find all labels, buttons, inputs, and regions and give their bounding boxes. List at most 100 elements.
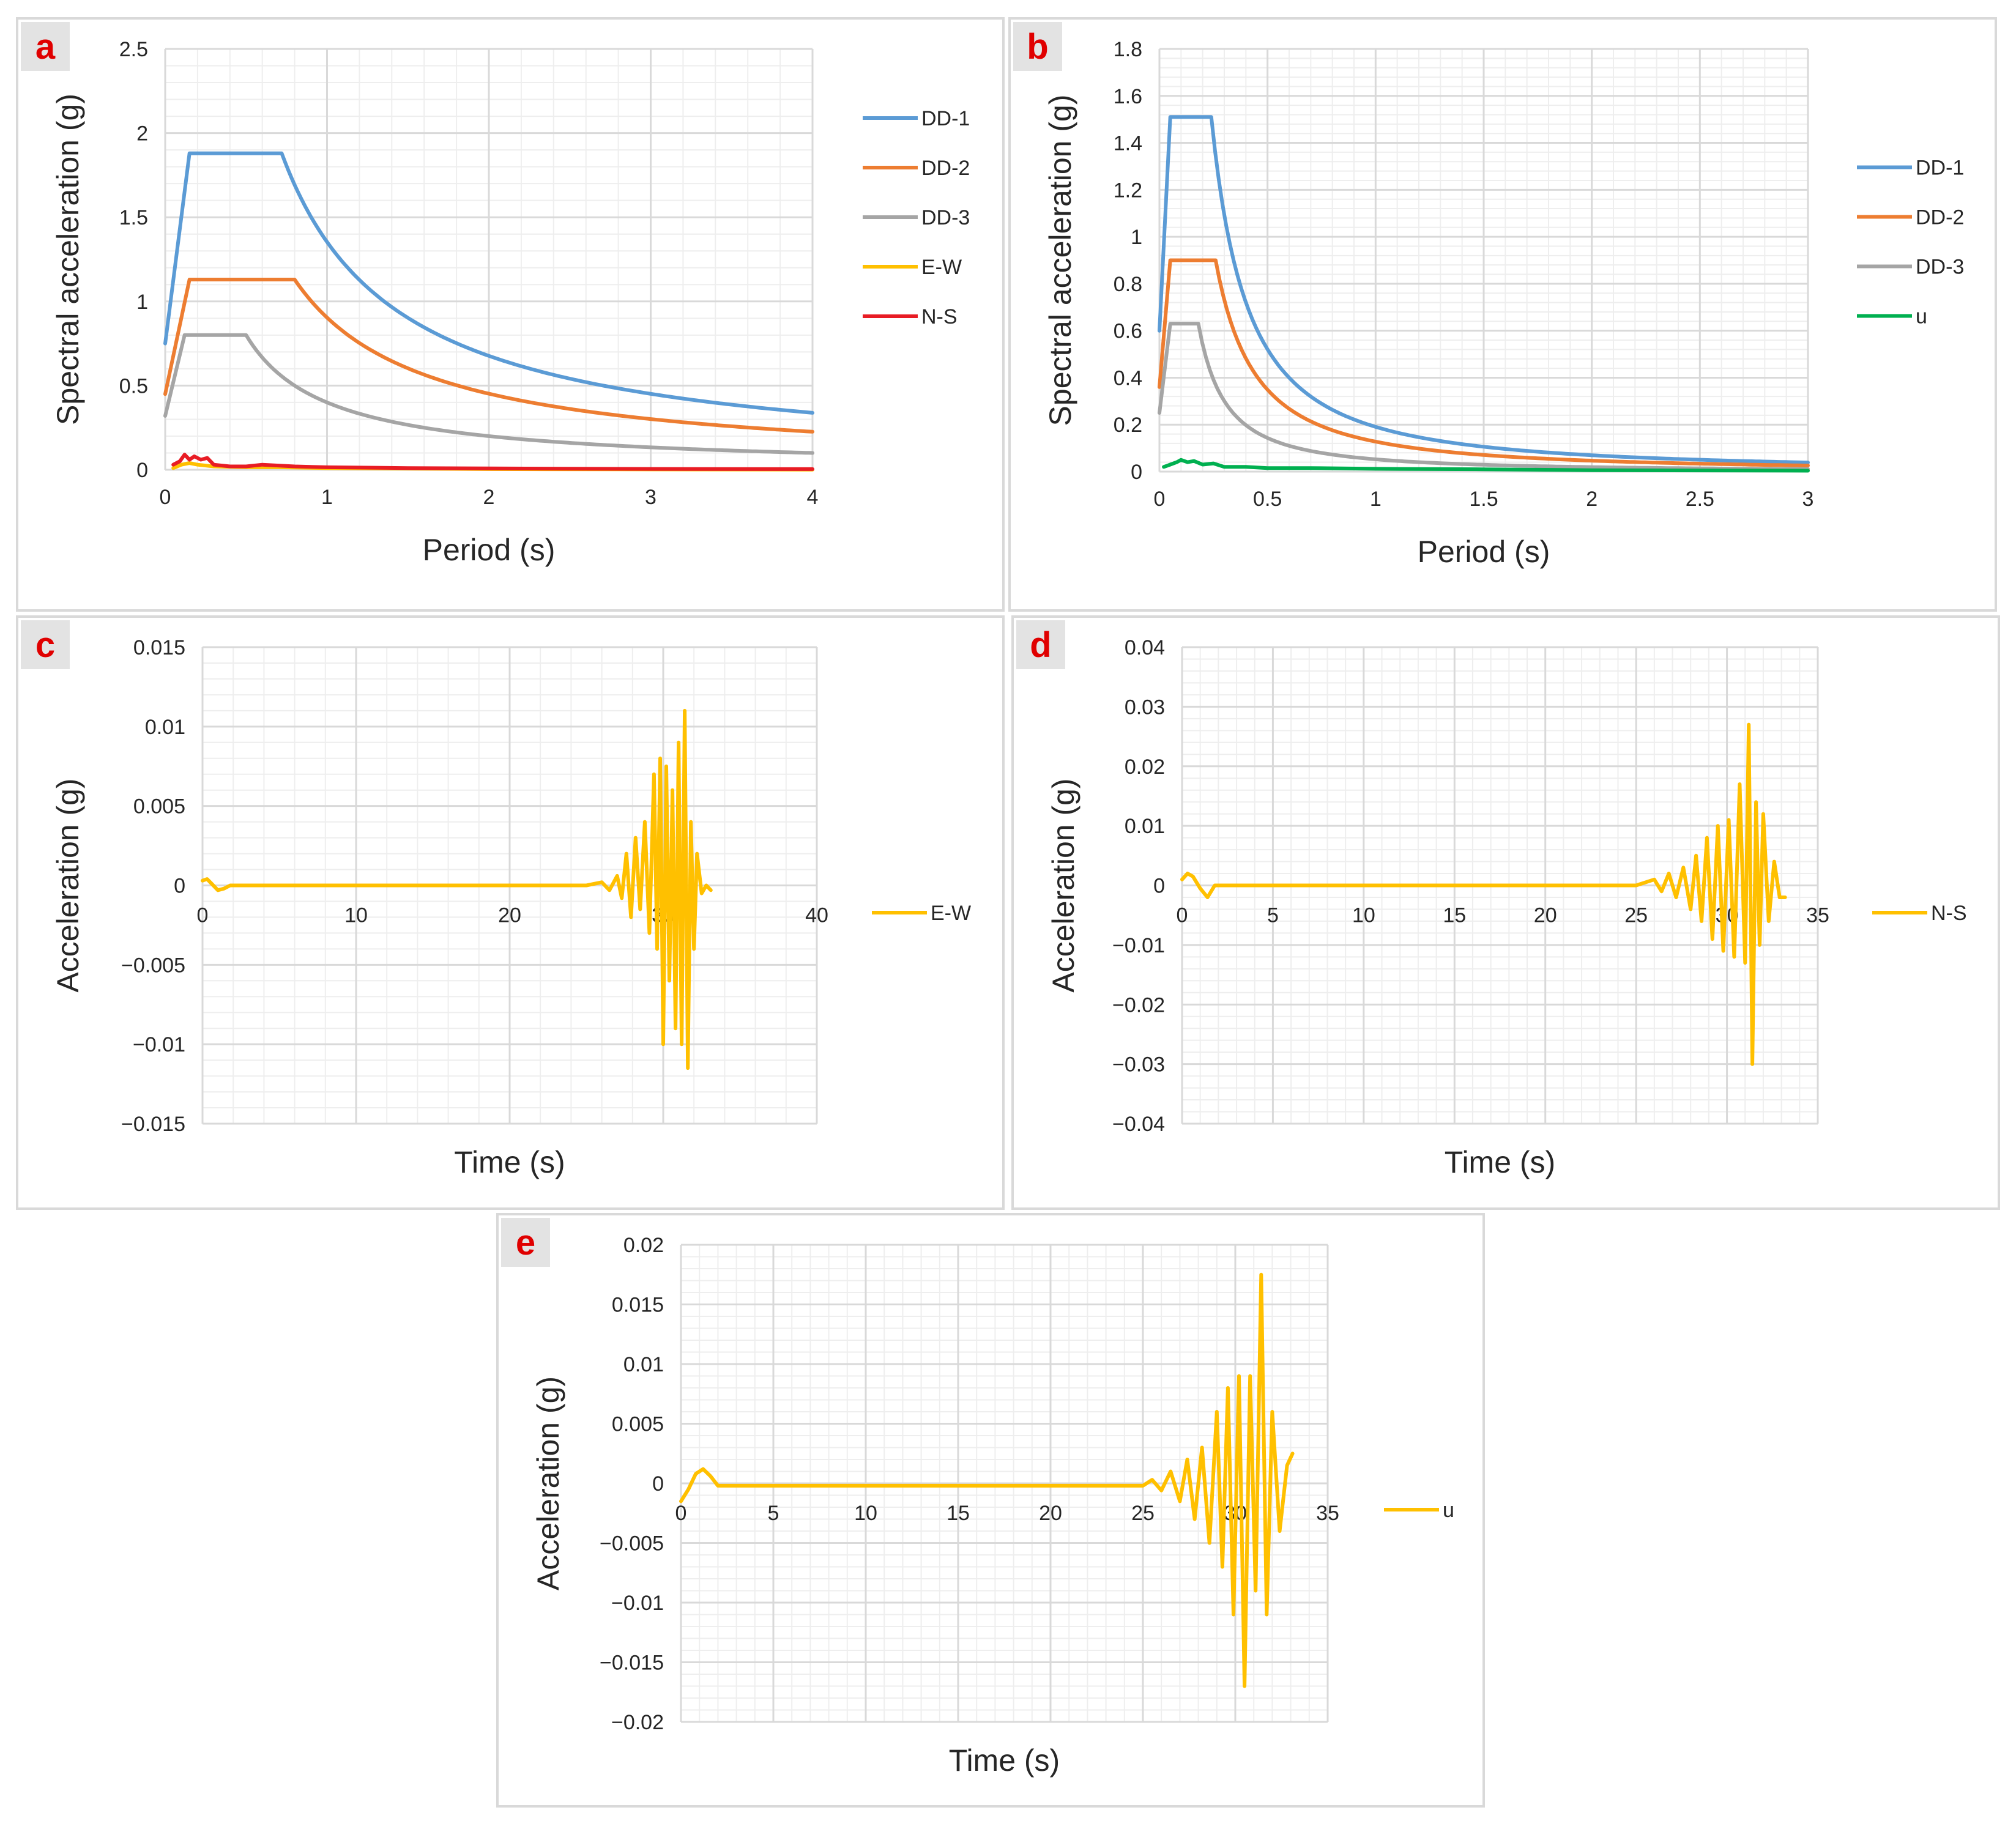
y-tick-label: 0 <box>1153 875 1165 898</box>
x-tick-label: 1 <box>321 486 333 509</box>
x-tick-label: 1 <box>1370 488 1382 511</box>
x-tick-label: 0 <box>197 904 209 927</box>
series-line-u <box>679 1272 1295 1688</box>
legend: E-W <box>872 902 971 925</box>
x-axis-title: Time (s) <box>454 1145 565 1179</box>
x-tick-label: 0 <box>1154 488 1166 511</box>
x-tick-label: 20 <box>1534 904 1557 927</box>
series-line-dd-1 <box>1158 115 1810 465</box>
legend-label: DD-1 <box>1916 157 1964 180</box>
legend-label: DD-1 <box>921 107 970 130</box>
x-tick-label: 35 <box>1316 1502 1339 1525</box>
y-tick-label: −0.01 <box>1112 934 1165 957</box>
y-tick-label: 0 <box>136 459 148 482</box>
y-tick-label: −0.01 <box>611 1592 664 1615</box>
panel-label-box <box>21 22 70 71</box>
x-tick-label: 15 <box>947 1502 970 1525</box>
y-tick-label: 2 <box>136 122 148 146</box>
series-line-dd-3 <box>1158 322 1810 471</box>
series-line-u <box>1162 458 1810 473</box>
x-tick-label: 35 <box>1806 904 1829 927</box>
y-tick-label: 1.4 <box>1114 132 1142 155</box>
gridlines <box>164 48 814 471</box>
x-tick-label: 10 <box>854 1502 877 1525</box>
panel-label: a <box>35 27 56 67</box>
y-tick-label: 0.4 <box>1114 366 1142 390</box>
y-tick-label: −0.015 <box>600 1652 664 1675</box>
y-tick-label: −0.02 <box>611 1711 664 1734</box>
x-tick-label: 2.5 <box>1686 488 1714 511</box>
series-line-dd-2 <box>1158 258 1810 467</box>
y-tick-label: −0.005 <box>600 1532 664 1556</box>
gridlines <box>680 1244 1329 1723</box>
y-tick-label: 0.015 <box>612 1294 664 1317</box>
series-line-dd-3 <box>163 333 814 455</box>
x-axis-title: Time (s) <box>1445 1145 1555 1179</box>
legend: DD-1 DD-2 DD-3 E-W N-S <box>863 107 970 328</box>
series-group <box>679 1272 1295 1688</box>
y-tick-label: 0.8 <box>1114 273 1142 296</box>
x-tick-label: 5 <box>768 1502 779 1525</box>
y-tick-label: 0.03 <box>1125 695 1165 719</box>
legend-label: DD-2 <box>1916 206 1964 229</box>
legend-label: DD-3 <box>921 206 970 229</box>
y-tick-label: 1.5 <box>119 206 148 229</box>
legend-label: u <box>1916 305 1927 328</box>
y-tick-label: 0 <box>1131 461 1142 484</box>
legend-label: N-S <box>921 305 958 328</box>
panel-label: b <box>1027 27 1048 67</box>
y-tick-label: −0.01 <box>133 1033 185 1056</box>
gridlines <box>201 646 818 1125</box>
x-tick-label: 10 <box>1352 904 1375 927</box>
y-tick-label: 0.04 <box>1125 636 1165 659</box>
y-tick-label: 0.005 <box>612 1413 664 1436</box>
y-tick-label: 0.02 <box>1125 755 1165 779</box>
gridlines <box>1158 48 1809 473</box>
y-tick-label: 1 <box>136 291 148 314</box>
x-tick-label: 3 <box>1802 488 1814 511</box>
x-axis-title: Period (s) <box>1418 535 1550 569</box>
y-tick-label: −0.02 <box>1112 993 1165 1017</box>
y-tick-label: 0.02 <box>623 1234 664 1257</box>
x-tick-label: 0 <box>160 486 171 509</box>
panel-label-box <box>1016 620 1065 669</box>
legend-label: DD-2 <box>921 157 970 180</box>
y-tick-label: 1 <box>1131 226 1142 249</box>
x-axis-title: Period (s) <box>423 533 556 567</box>
panel-label: d <box>1030 625 1051 665</box>
x-tick-label: 2 <box>483 486 495 509</box>
panel-label-box <box>1013 22 1062 71</box>
x-axis-title: Time (s) <box>949 1743 1060 1778</box>
x-tick-label: 0 <box>675 1502 687 1525</box>
y-tick-label: −0.04 <box>1112 1113 1165 1136</box>
series-group <box>1158 115 1810 473</box>
x-tick-label: 20 <box>498 904 521 927</box>
y-tick-label: −0.015 <box>121 1113 185 1136</box>
y-tick-label: 1.2 <box>1114 179 1142 202</box>
y-tick-label: 0.6 <box>1114 320 1142 343</box>
y-tick-label: 0.015 <box>133 636 185 659</box>
x-tick-label: 0 <box>1177 904 1188 927</box>
series-group <box>201 708 713 1070</box>
y-axis-title: Spectral acceleration (g) <box>1043 95 1077 426</box>
y-axis-title: Acceleration (g) <box>1046 778 1081 992</box>
legend: N-S <box>1872 902 1967 925</box>
x-tick-label: 1.5 <box>1469 488 1498 511</box>
y-tick-label: 0 <box>174 875 185 898</box>
series-line-n-s <box>171 453 814 471</box>
x-tick-label: 2 <box>1586 488 1598 511</box>
y-tick-label: −0.03 <box>1112 1053 1165 1077</box>
y-axis-title: Acceleration (g) <box>51 778 85 992</box>
series-line-dd-2 <box>163 278 814 434</box>
x-tick-label: 15 <box>1443 904 1466 927</box>
panel-label: c <box>35 625 55 665</box>
x-tick-label: 20 <box>1039 1502 1062 1525</box>
x-tick-label: 10 <box>344 904 368 927</box>
y-tick-label: 0.01 <box>623 1353 664 1376</box>
legend-label: u <box>1443 1499 1454 1522</box>
y-tick-label: 0.5 <box>119 374 148 398</box>
y-tick-label: 0.005 <box>133 795 185 818</box>
y-tick-label: 0.01 <box>1125 815 1165 838</box>
